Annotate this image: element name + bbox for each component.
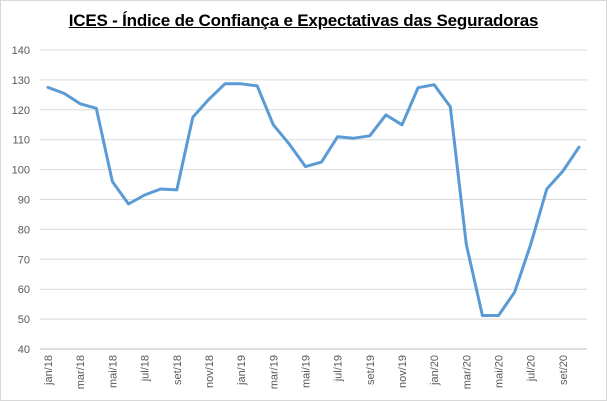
x-tick-label: jul/19 xyxy=(333,355,345,382)
x-tick-label: set/18 xyxy=(172,355,184,385)
y-tick-label: 40 xyxy=(18,344,30,356)
x-tick-label: jul/18 xyxy=(140,355,152,382)
x-tick-label: set/19 xyxy=(365,355,377,385)
y-tick-label: 140 xyxy=(12,45,30,57)
x-tick-label: set/20 xyxy=(558,355,570,385)
y-tick-label: 60 xyxy=(18,284,30,296)
y-tick-label: 130 xyxy=(12,75,30,87)
x-tick-label: mar/18 xyxy=(75,355,87,389)
x-tick-label: nov/18 xyxy=(204,355,216,388)
y-tick-label: 70 xyxy=(18,254,30,266)
y-tick-label: 50 xyxy=(18,314,30,326)
series-line xyxy=(46,82,581,317)
x-tick-label: jan/19 xyxy=(236,355,248,386)
y-tick-label: 100 xyxy=(12,165,30,177)
x-tick-label: jan/18 xyxy=(43,355,55,386)
x-tick-label: mai/19 xyxy=(300,355,312,388)
x-tick-label: mar/19 xyxy=(268,355,280,389)
x-tick-label: nov/19 xyxy=(397,355,409,388)
y-tick-label: 120 xyxy=(12,105,30,117)
chart-title: ICES - Índice de Confiança e Expectativa… xyxy=(68,11,539,30)
y-tick-label: 80 xyxy=(18,224,30,236)
y-tick-label: 90 xyxy=(18,195,30,207)
x-tick-label: jul/20 xyxy=(526,355,538,382)
x-tick-label: mar/20 xyxy=(461,355,473,389)
x-tick-label: mai/18 xyxy=(107,355,119,388)
x-tick-label: mai/20 xyxy=(494,355,506,388)
x-tick-label: jan/20 xyxy=(429,355,441,386)
y-tick-label: 110 xyxy=(12,135,30,147)
